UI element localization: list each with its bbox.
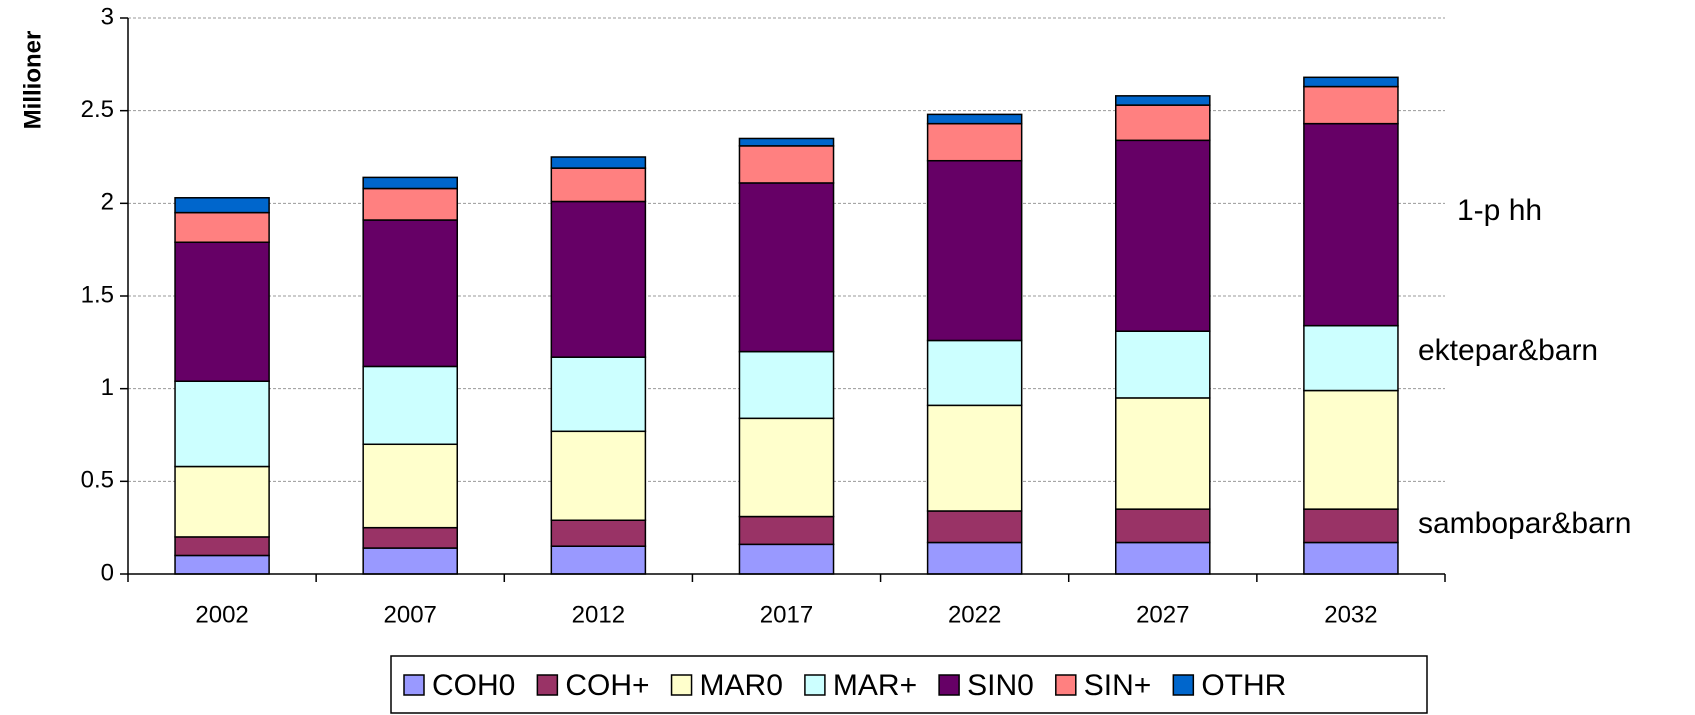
bar-segment	[362, 547, 458, 575]
y-tick-label: 1.5	[81, 281, 114, 308]
legend-label: SIN0	[967, 669, 1034, 702]
legend-label: COH+	[565, 669, 649, 702]
bar-segment	[1115, 139, 1211, 332]
bar-segment	[174, 211, 270, 244]
y-tick-label: 2	[101, 189, 114, 216]
y-tick-label: 1	[101, 374, 114, 401]
bar-segment	[1303, 85, 1399, 125]
bar-segment	[550, 200, 647, 358]
bar-segment	[362, 443, 458, 529]
bar-segment	[174, 380, 270, 468]
legend-label: COH0	[432, 669, 515, 702]
y-tick-label: 0.5	[81, 467, 114, 494]
bar-segment	[738, 417, 835, 518]
bar-segment	[926, 122, 1023, 162]
legend-label: SIN+	[1084, 669, 1152, 702]
bar-segment	[362, 219, 458, 368]
legend-swatch	[804, 674, 826, 696]
x-tick-label: 2032	[1324, 601, 1377, 628]
legend-swatch	[938, 674, 960, 696]
bar-segment	[926, 113, 1023, 125]
annotation: ektepar&barn	[1418, 334, 1598, 367]
bar-segment	[926, 510, 1023, 544]
x-tick-label: 2012	[572, 601, 625, 628]
legend-label: MAR0	[700, 669, 783, 702]
bar-segment	[362, 365, 458, 446]
bar-segment	[550, 167, 647, 203]
bar-segment	[174, 465, 270, 538]
x-tick-label: 2002	[195, 601, 248, 628]
legend-swatch	[536, 674, 559, 696]
legend-box	[390, 655, 1428, 714]
bar-segment	[174, 197, 270, 214]
annotation: sambopar&barn	[1418, 507, 1631, 540]
bar-segment	[1303, 122, 1399, 327]
bar-segment	[362, 176, 458, 190]
bar-segment	[926, 159, 1023, 342]
x-tick-label: 2007	[384, 601, 437, 628]
bar-segment	[926, 541, 1023, 575]
bar-segment	[738, 543, 835, 575]
bar-segment	[1115, 104, 1211, 142]
bar-segment	[926, 339, 1023, 407]
y-axis-label: Millioner	[19, 31, 46, 130]
bar-segment	[362, 187, 458, 221]
y-tick-label: 3	[101, 3, 114, 30]
legend-swatch	[670, 674, 693, 696]
bar-segment	[1115, 541, 1211, 575]
x-tick-label: 2027	[1136, 601, 1189, 628]
bar-segment	[1303, 324, 1399, 392]
bar-segment	[174, 536, 270, 557]
y-tick-label: 2.5	[81, 96, 114, 123]
bar-segment	[738, 182, 835, 353]
bar-segment	[550, 356, 647, 433]
bar-segment	[1115, 508, 1211, 544]
bar-segment	[926, 404, 1023, 512]
bar-segment	[550, 430, 647, 522]
bar-segment	[550, 156, 647, 169]
bar-segment	[174, 241, 270, 383]
legend-swatch	[403, 674, 425, 696]
x-tick-label: 2017	[760, 601, 813, 628]
bar-segment	[738, 350, 835, 420]
bar-segment	[1303, 541, 1399, 575]
bar-segment	[1303, 508, 1399, 544]
bar-segment	[550, 545, 647, 575]
legend-label: MAR+	[833, 669, 917, 702]
bar-segment	[174, 554, 270, 575]
bar-segment	[738, 515, 835, 546]
bar-segment	[1115, 397, 1211, 510]
bar-segment	[1303, 76, 1399, 88]
bar-segment	[362, 526, 458, 549]
legend-swatch	[1172, 674, 1195, 696]
legend-swatch	[1055, 674, 1077, 696]
bar-segment	[738, 145, 835, 184]
y-tick-label: 0	[101, 559, 114, 586]
bar-segment	[550, 519, 647, 547]
bar-segment	[738, 137, 835, 147]
x-tick-label: 2022	[948, 601, 1001, 628]
bar-segment	[1115, 330, 1211, 399]
annotation: 1-p hh	[1457, 194, 1542, 227]
bar-segment	[1115, 95, 1211, 106]
legend-label: OTHR	[1201, 669, 1286, 702]
bar-segment	[1303, 389, 1399, 510]
